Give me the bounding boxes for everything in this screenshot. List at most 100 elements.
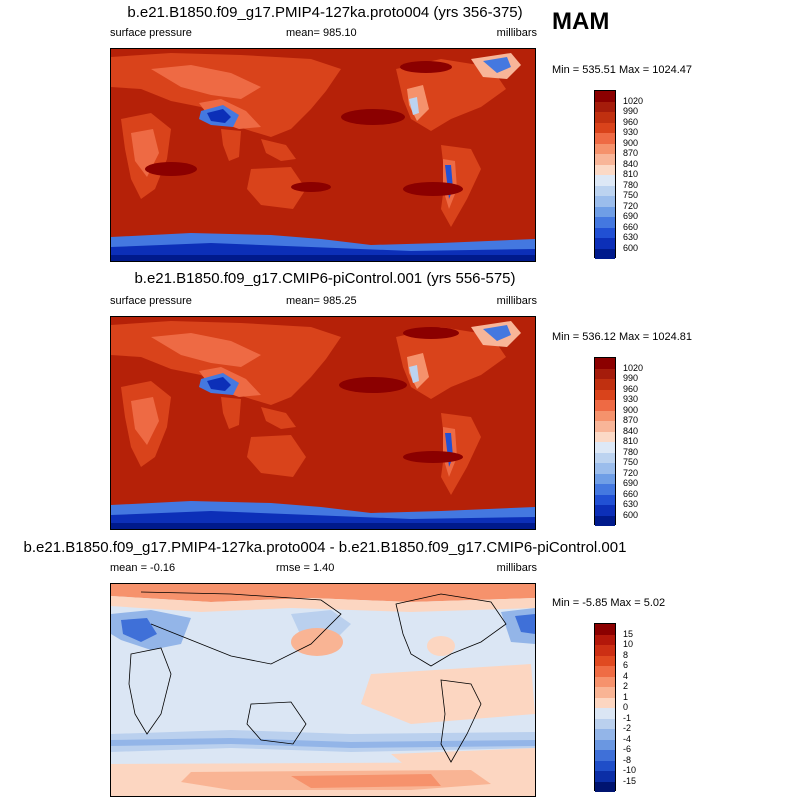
- panel-2-colorbar-label: 870: [623, 415, 639, 425]
- panel-2-colorbar-label: 840: [623, 426, 639, 436]
- panel-2-colorbar-swatch: [595, 484, 615, 495]
- panel-1-colorbar-label: 600: [623, 243, 639, 253]
- panel-2-colorbar-label: 630: [623, 499, 639, 509]
- panel-1-colorbar-label: 630: [623, 232, 639, 242]
- panel-1-minmax: Min = 535.51 Max = 1024.47: [552, 64, 693, 76]
- panel-2-colorbar-swatch: [595, 463, 615, 474]
- panel-1-colorbar-label: 810: [623, 169, 639, 179]
- panel-1-map: [110, 48, 536, 262]
- panel-3-colorbar-swatch: [595, 697, 615, 708]
- panel-2-colorbar-label: 900: [623, 405, 639, 415]
- panel-1-colorbar-label: 750: [623, 190, 639, 200]
- panel-1-colorbar-swatch: [595, 133, 615, 144]
- panel-1-colorbar-swatch: [595, 217, 615, 228]
- panel-2-colorbar-label: 780: [623, 447, 639, 457]
- panel-2-colorbar-swatch: [595, 379, 615, 390]
- panel-2-units-label: millibars: [496, 295, 537, 307]
- panel-3-colorbar-swatch: [595, 771, 615, 782]
- panel-3-colorbar-label: -4: [623, 734, 632, 744]
- panel-1-colorbar-swatch: [595, 164, 615, 175]
- panel-2-map: [110, 316, 536, 530]
- panel-2-colorbar-label: 660: [623, 489, 639, 499]
- panel-3-colorbar-swatch: [595, 781, 615, 792]
- panel-2-colorbar-label: 1020: [623, 363, 644, 373]
- panel-3-colorbar-label: -1: [623, 713, 632, 723]
- panel-3-colorbar-swatch: [595, 760, 615, 771]
- panel-2-colorbar-swatch: [595, 368, 615, 379]
- panel-2-colorbar-swatch: [595, 389, 615, 400]
- panel-3-map: [110, 583, 536, 797]
- panel-1-colorbar-label: 660: [623, 222, 639, 232]
- panel-3-colorbar-label: 0: [623, 702, 629, 712]
- panel-1-variable-label: surface pressure: [110, 27, 192, 39]
- panel-1-colorbar-swatch: [595, 227, 615, 238]
- panel-1-colorbar-label: 720: [623, 201, 639, 211]
- panel-3-colorbar-label: 4: [623, 671, 629, 681]
- panel-1-colorbar-swatch: [595, 101, 615, 112]
- panel-3-colorbar-swatch: [595, 750, 615, 761]
- panel-3-colorbar-label: -8: [623, 755, 632, 765]
- panel-2-colorbar: [594, 357, 616, 526]
- panel-2-colorbar-label: 750: [623, 457, 639, 467]
- panel-3-colorbar-swatch: [595, 655, 615, 666]
- panel-3-colorbar-label: 1: [623, 692, 629, 702]
- panel-1-colorbar-label: 780: [623, 180, 639, 190]
- panel-1-colorbar-swatch: [595, 238, 615, 249]
- panel-3-colorbar-label: -10: [623, 765, 637, 775]
- panel-2-variable-label: surface pressure: [110, 295, 192, 307]
- panel-2-colorbar-swatch: [595, 421, 615, 432]
- panel-3-mean-label: mean = -0.16: [110, 562, 176, 574]
- panel-1-colorbar-label: 870: [623, 148, 639, 158]
- panel-3-rmse-label: rmse = 1.40: [276, 562, 335, 574]
- panel-3-colorbar-swatch: [595, 624, 615, 635]
- panel-1-colorbar-swatch: [595, 175, 615, 186]
- panel-1-colorbar-label: 990: [623, 106, 639, 116]
- panel-3-colorbar-label: 8: [623, 650, 629, 660]
- panel-3-colorbar-label: -15: [623, 776, 637, 786]
- panel-3-colorbar: [594, 623, 616, 792]
- panel-2-colorbar-swatch: [595, 358, 615, 369]
- panel-1-colorbar-swatch: [595, 196, 615, 207]
- panel-1-colorbar-label: 900: [623, 138, 639, 148]
- panel-2-colorbar-label: 960: [623, 384, 639, 394]
- panel-1-units-label: millibars: [496, 27, 537, 39]
- panel-2-colorbar-label: 600: [623, 510, 639, 520]
- panel-1-colorbar-label: 690: [623, 211, 639, 221]
- season-label: MAM: [552, 8, 610, 35]
- panel-2-colorbar-label: 810: [623, 436, 639, 446]
- panel-2-colorbar-swatch: [595, 400, 615, 411]
- panel-3-colorbar-swatch: [595, 634, 615, 645]
- panel-2-colorbar-swatch: [595, 431, 615, 442]
- panel-2-colorbar-swatch: [595, 515, 615, 526]
- panel-3-colorbar-label: 15: [623, 629, 634, 639]
- panel-3-colorbar-swatch: [595, 645, 615, 656]
- panel-1-mean-label: mean= 985.10: [286, 27, 357, 39]
- panel-2-colorbar-swatch: [595, 442, 615, 453]
- panel-2-colorbar-label: 930: [623, 394, 639, 404]
- panel-1-colorbar-swatch: [595, 112, 615, 123]
- panel-3-colorbar-swatch: [595, 666, 615, 677]
- panel-2-colorbar-swatch: [595, 505, 615, 516]
- panel-1-title: b.e21.B1850.f09_g17.PMIP4-127ka.proto004…: [127, 4, 523, 21]
- panel-1-colorbar-label: 960: [623, 117, 639, 127]
- panel-1-colorbar-swatch: [595, 248, 615, 259]
- panel-3-colorbar-label: 6: [623, 660, 629, 670]
- panel-3-colorbar-swatch: [595, 687, 615, 698]
- panel-3-colorbar-swatch: [595, 708, 615, 719]
- panel-3-units-label: millibars: [496, 562, 537, 574]
- panel-2-colorbar-swatch: [595, 410, 615, 421]
- panel-1-colorbar-swatch: [595, 122, 615, 133]
- panel-3-title: b.e21.B1850.f09_g17.PMIP4-127ka.proto004…: [23, 539, 627, 556]
- panel-2-colorbar-label: 690: [623, 478, 639, 488]
- panel-2-mean-label: mean= 985.25: [286, 295, 357, 307]
- panel-2-minmax: Min = 536.12 Max = 1024.81: [552, 331, 693, 343]
- panel-1-colorbar-swatch: [595, 206, 615, 217]
- panel-2-title: b.e21.B1850.f09_g17.CMIP6-piControl.001 …: [134, 270, 516, 287]
- panel-1-colorbar-label: 930: [623, 127, 639, 137]
- panel-3-colorbar-label: 2: [623, 681, 629, 691]
- panel-3-colorbar-swatch: [595, 739, 615, 750]
- panel-1-colorbar-swatch: [595, 91, 615, 102]
- panel-1-colorbar-swatch: [595, 143, 615, 154]
- panel-3-colorbar-label: -6: [623, 744, 632, 754]
- panel-1-colorbar-label: 840: [623, 159, 639, 169]
